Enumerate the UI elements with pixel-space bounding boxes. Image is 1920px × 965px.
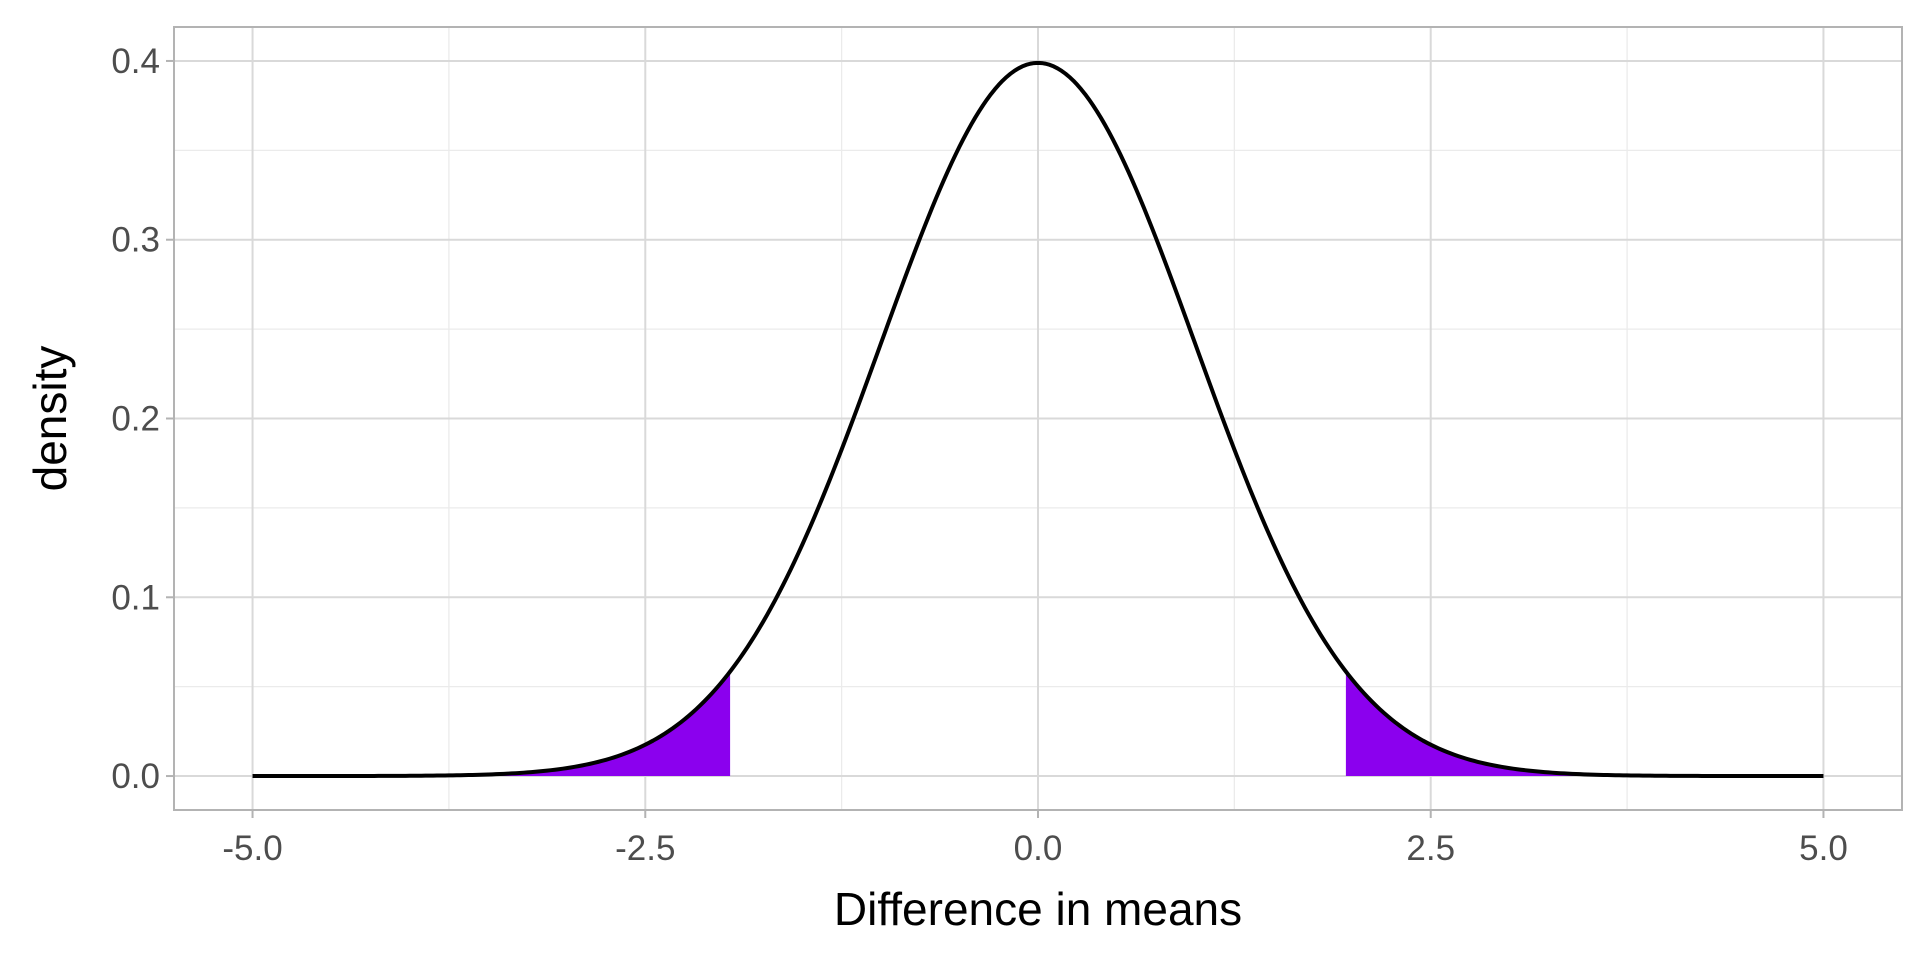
y-tick-label: 0.1: [111, 578, 160, 617]
y-tick-label: 0.0: [111, 757, 160, 796]
y-tick-label: 0.2: [111, 400, 160, 439]
y-axis-ticks: 0.0 0.1 0.2 0.3 0.4: [111, 42, 174, 796]
left-tail-area: [252, 671, 731, 777]
x-tick-label: -2.5: [615, 829, 675, 868]
x-tick-label: -5.0: [222, 829, 282, 868]
y-axis-title: density: [24, 346, 76, 492]
y-tick-label: 0.4: [111, 42, 160, 81]
x-axis-ticks: -5.0 -2.5 0.0 2.5 5.0: [222, 810, 1848, 868]
shaded-tail-regions: [252, 671, 1824, 777]
x-axis-title: Difference in means: [834, 883, 1242, 935]
x-tick-label: 5.0: [1799, 829, 1848, 868]
major-gridlines: [174, 27, 1902, 810]
density-curve: [252, 60, 1824, 779]
y-tick-label: 0.3: [111, 221, 160, 260]
x-tick-label: 0.0: [1014, 829, 1063, 868]
right-tail-area: [1345, 671, 1824, 777]
x-tick-label: 2.5: [1406, 829, 1455, 868]
